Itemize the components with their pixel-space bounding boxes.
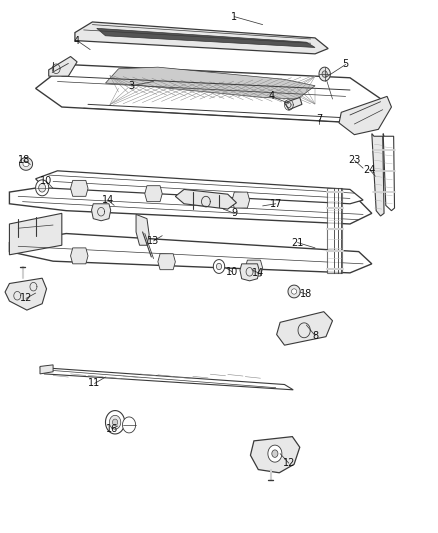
Polygon shape — [245, 260, 263, 276]
Text: 10: 10 — [40, 176, 53, 187]
Polygon shape — [175, 189, 237, 209]
Text: 24: 24 — [364, 165, 376, 175]
Polygon shape — [10, 213, 62, 255]
Polygon shape — [110, 415, 121, 429]
Text: 8: 8 — [312, 330, 318, 341]
Text: 7: 7 — [316, 114, 322, 124]
Text: 16: 16 — [106, 424, 118, 434]
Text: 4: 4 — [268, 91, 275, 101]
Polygon shape — [106, 410, 125, 434]
Polygon shape — [49, 56, 77, 76]
Text: 17: 17 — [269, 199, 282, 209]
Polygon shape — [322, 71, 327, 77]
Text: 12: 12 — [20, 293, 32, 303]
Polygon shape — [35, 171, 363, 204]
Polygon shape — [288, 285, 300, 298]
Polygon shape — [75, 22, 328, 54]
Text: 14: 14 — [252, 268, 265, 278]
Polygon shape — [285, 98, 302, 110]
Polygon shape — [92, 204, 111, 221]
Text: 13: 13 — [147, 236, 159, 246]
Text: 11: 11 — [88, 378, 101, 389]
Text: 12: 12 — [283, 458, 295, 468]
Polygon shape — [372, 134, 384, 216]
Polygon shape — [319, 67, 330, 81]
Text: 23: 23 — [348, 155, 360, 165]
Text: 21: 21 — [291, 238, 304, 247]
Polygon shape — [23, 161, 29, 166]
Polygon shape — [232, 192, 250, 208]
Text: 5: 5 — [343, 60, 349, 69]
Polygon shape — [145, 185, 162, 201]
Polygon shape — [5, 278, 46, 310]
Polygon shape — [35, 180, 49, 196]
Polygon shape — [240, 264, 259, 281]
Text: 3: 3 — [129, 81, 135, 91]
Text: 1: 1 — [231, 12, 237, 22]
Polygon shape — [10, 233, 372, 273]
Polygon shape — [106, 67, 315, 99]
Polygon shape — [383, 134, 395, 211]
Text: 14: 14 — [102, 195, 114, 205]
Polygon shape — [71, 248, 88, 264]
Text: 18: 18 — [18, 155, 30, 165]
Polygon shape — [213, 260, 225, 273]
Polygon shape — [291, 289, 297, 294]
Polygon shape — [268, 445, 282, 462]
Polygon shape — [40, 368, 293, 390]
Text: 4: 4 — [74, 36, 80, 45]
Polygon shape — [97, 28, 315, 47]
Text: 9: 9 — [231, 208, 237, 219]
Polygon shape — [113, 419, 118, 425]
Polygon shape — [10, 181, 372, 224]
Polygon shape — [136, 214, 149, 245]
Polygon shape — [339, 96, 392, 135]
Polygon shape — [39, 183, 46, 192]
Polygon shape — [40, 365, 53, 374]
Polygon shape — [272, 450, 278, 457]
Polygon shape — [123, 417, 136, 433]
Text: 10: 10 — [226, 267, 238, 277]
Polygon shape — [158, 254, 175, 270]
Polygon shape — [277, 312, 332, 345]
Polygon shape — [35, 64, 385, 123]
Text: 18: 18 — [300, 289, 312, 299]
Polygon shape — [327, 188, 342, 273]
Polygon shape — [216, 263, 222, 270]
Polygon shape — [71, 180, 88, 196]
Polygon shape — [19, 158, 32, 170]
Polygon shape — [251, 437, 300, 473]
